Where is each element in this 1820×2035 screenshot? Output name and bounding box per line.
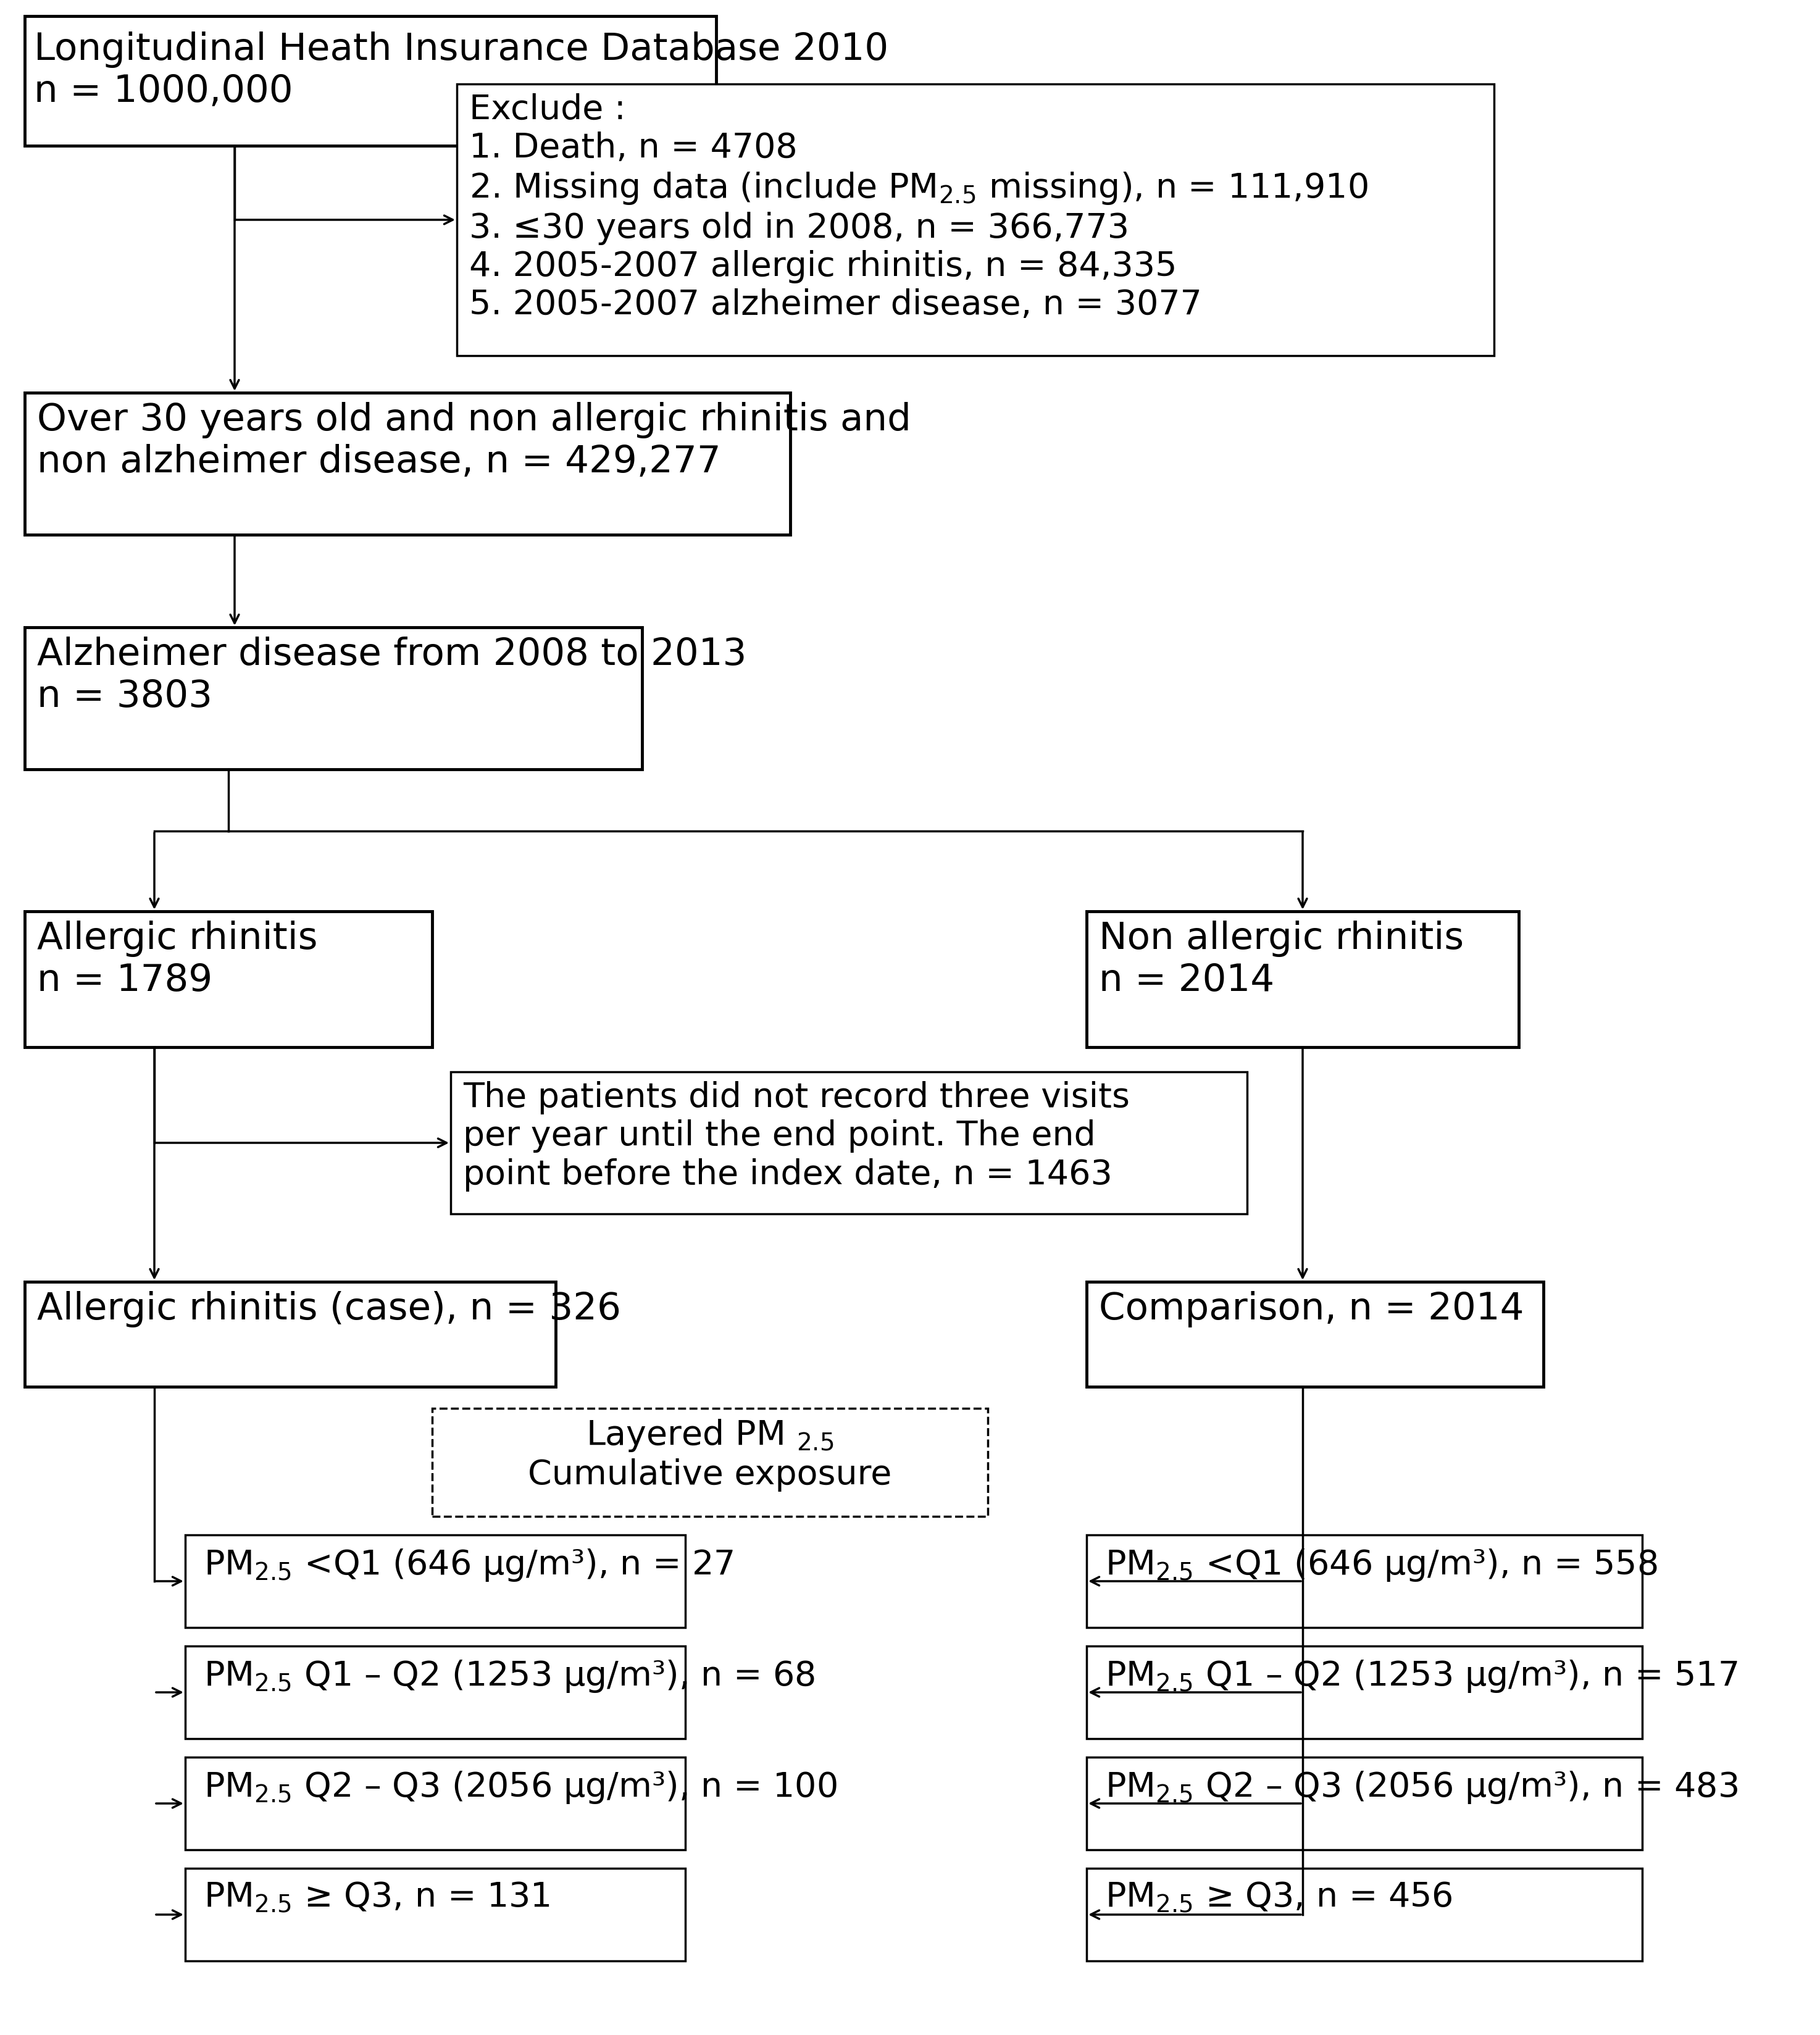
Text: PM$_{2.5}$ Q2 – Q3 (2056 μg/m³), n = 100: PM$_{2.5}$ Q2 – Q3 (2056 μg/m³), n = 100 — [204, 1770, 837, 1805]
Text: Layered PM $_{2.5}$
Cumulative exposure: Layered PM $_{2.5}$ Cumulative exposure — [528, 1418, 892, 1492]
Text: PM$_{2.5}$ ≥ Q3, n = 456: PM$_{2.5}$ ≥ Q3, n = 456 — [1105, 1880, 1452, 1915]
Text: Comparison, n = 2014: Comparison, n = 2014 — [1099, 1290, 1523, 1327]
Text: PM$_{2.5}$ Q1 – Q2 (1253 μg/m³), n = 68: PM$_{2.5}$ Q1 – Q2 (1253 μg/m³), n = 68 — [204, 1659, 815, 1695]
Text: PM$_{2.5}$ Q1 – Q2 (1253 μg/m³), n = 517: PM$_{2.5}$ Q1 – Q2 (1253 μg/m³), n = 517 — [1105, 1659, 1738, 1695]
FancyBboxPatch shape — [25, 393, 790, 535]
FancyBboxPatch shape — [186, 1534, 686, 1628]
FancyBboxPatch shape — [1087, 1868, 1642, 1962]
Text: Longitudinal Heath Insurance Database 2010
n = 1000,000: Longitudinal Heath Insurance Database 20… — [35, 31, 888, 110]
Text: The patients did not record three visits
per year until the end point. The end
p: The patients did not record three visits… — [462, 1081, 1130, 1190]
Text: Over 30 years old and non allergic rhinitis and
non alzheimer disease, n = 429,2: Over 30 years old and non allergic rhini… — [36, 403, 912, 480]
Text: PM$_{2.5}$ <Q1 (646 μg/m³), n = 27: PM$_{2.5}$ <Q1 (646 μg/m³), n = 27 — [204, 1547, 733, 1583]
Text: Exclude :
1. Death, n = 4708
2. Missing data (include PM$_{2.5}$ missing), n = 1: Exclude : 1. Death, n = 4708 2. Missing … — [470, 94, 1369, 322]
Text: Alzheimer disease from 2008 to 2013
n = 3803: Alzheimer disease from 2008 to 2013 n = … — [36, 637, 746, 714]
FancyBboxPatch shape — [1087, 1534, 1642, 1628]
FancyBboxPatch shape — [451, 1072, 1247, 1213]
Text: Allergic rhinitis (case), n = 326: Allergic rhinitis (case), n = 326 — [36, 1290, 621, 1327]
FancyBboxPatch shape — [25, 912, 431, 1048]
Text: PM$_{2.5}$ <Q1 (646 μg/m³), n = 558: PM$_{2.5}$ <Q1 (646 μg/m³), n = 558 — [1105, 1547, 1658, 1583]
Text: PM$_{2.5}$ ≥ Q3, n = 131: PM$_{2.5}$ ≥ Q3, n = 131 — [204, 1880, 550, 1915]
FancyBboxPatch shape — [431, 1408, 988, 1516]
FancyBboxPatch shape — [186, 1868, 686, 1962]
FancyBboxPatch shape — [1087, 1756, 1642, 1850]
Text: PM$_{2.5}$ Q2 – Q3 (2056 μg/m³), n = 483: PM$_{2.5}$ Q2 – Q3 (2056 μg/m³), n = 483 — [1105, 1770, 1738, 1805]
FancyBboxPatch shape — [1087, 1646, 1642, 1738]
FancyBboxPatch shape — [25, 16, 715, 147]
Text: Allergic rhinitis
n = 1789: Allergic rhinitis n = 1789 — [36, 920, 318, 999]
Text: Non allergic rhinitis
n = 2014: Non allergic rhinitis n = 2014 — [1099, 920, 1463, 999]
FancyBboxPatch shape — [457, 83, 1494, 356]
FancyBboxPatch shape — [25, 627, 642, 769]
FancyBboxPatch shape — [1087, 912, 1518, 1048]
FancyBboxPatch shape — [186, 1646, 686, 1738]
FancyBboxPatch shape — [25, 1282, 555, 1386]
FancyBboxPatch shape — [186, 1756, 686, 1850]
FancyBboxPatch shape — [1087, 1282, 1543, 1386]
